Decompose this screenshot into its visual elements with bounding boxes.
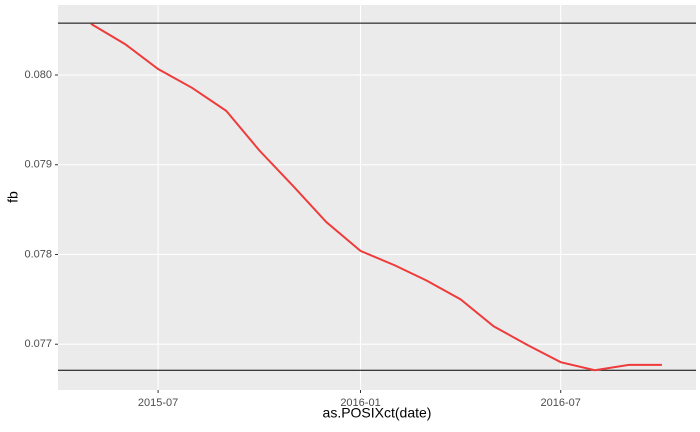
data-line: [90, 22, 662, 372]
x-tick-label: 2016-01: [340, 397, 380, 409]
x-tick-label: 2016-07: [541, 397, 581, 409]
x-axis-label: as.POSIXct(date): [323, 405, 432, 421]
y-tick-label: 0.079: [24, 159, 52, 171]
y-tick-label: 0.080: [24, 69, 52, 81]
y-tick-label: 0.078: [24, 248, 52, 260]
panel: [58, 5, 696, 390]
y-axis-label: fb: [5, 191, 21, 203]
y-tick-label: 0.077: [24, 338, 52, 350]
x-tick-label: 2015-07: [138, 397, 178, 409]
